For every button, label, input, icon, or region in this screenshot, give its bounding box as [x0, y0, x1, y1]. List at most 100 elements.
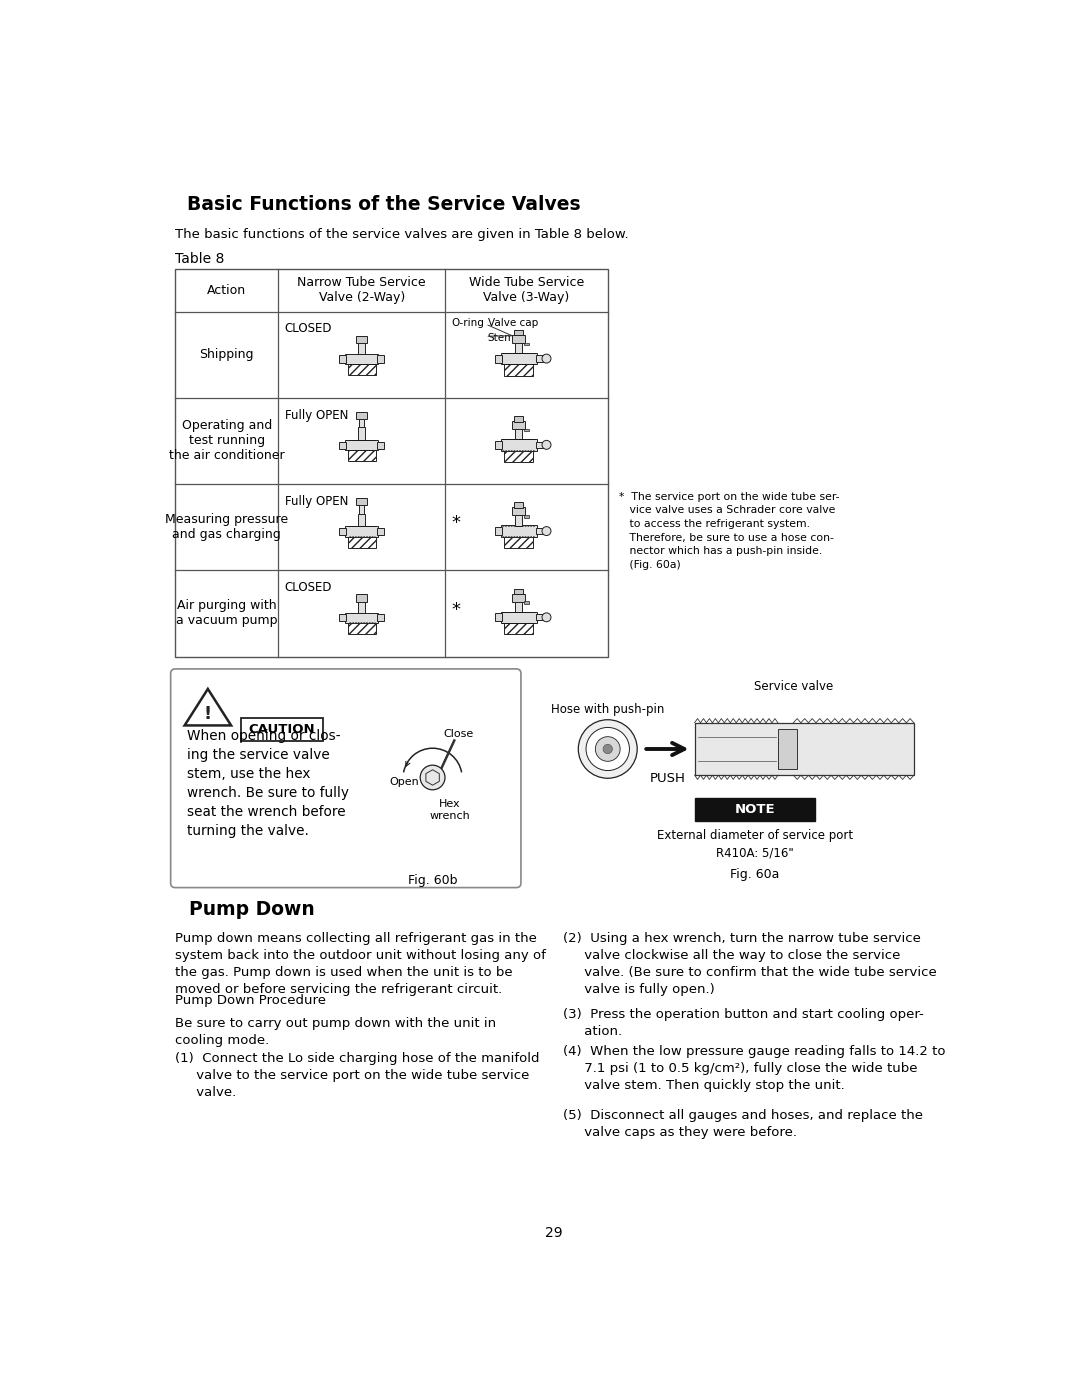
Bar	[501, 525, 537, 536]
Text: Pump Down: Pump Down	[189, 900, 315, 919]
Circle shape	[420, 766, 445, 789]
Bar	[339, 528, 346, 535]
Bar	[359, 427, 365, 440]
Bar	[339, 441, 346, 448]
Bar	[515, 342, 523, 353]
FancyBboxPatch shape	[694, 798, 814, 821]
Text: NOTE: NOTE	[734, 803, 775, 816]
Bar	[504, 623, 534, 634]
Bar	[512, 507, 525, 515]
Bar	[356, 497, 367, 506]
Bar	[514, 588, 523, 594]
Text: Basic Functions of the Service Valves: Basic Functions of the Service Valves	[187, 194, 581, 214]
Bar	[504, 450, 534, 462]
Text: Operating and
test running
the air conditioner: Operating and test running the air condi…	[170, 419, 285, 462]
Text: Be sure to carry out pump down with the unit in
cooling mode.: Be sure to carry out pump down with the …	[175, 1017, 497, 1046]
Bar	[504, 536, 534, 548]
Bar	[501, 439, 537, 451]
Bar	[345, 527, 378, 536]
Circle shape	[542, 613, 551, 622]
Text: Hose with push-pin: Hose with push-pin	[551, 703, 664, 715]
Circle shape	[542, 440, 551, 450]
Bar	[512, 594, 525, 602]
Bar	[356, 412, 367, 419]
Text: Action: Action	[207, 284, 246, 298]
Text: CLOSED: CLOSED	[284, 581, 332, 594]
Bar	[378, 355, 384, 363]
Text: Valve cap: Valve cap	[488, 317, 538, 328]
Bar	[525, 515, 529, 518]
Text: (1)  Connect the Lo side charging hose of the manifold
     valve to the service: (1) Connect the Lo side charging hose of…	[175, 1052, 540, 1099]
Bar	[345, 353, 378, 365]
Bar	[348, 450, 376, 461]
Bar	[536, 615, 544, 620]
Text: (5)  Disconnect all gauges and hoses, and replace the
     valve caps as they we: (5) Disconnect all gauges and hoses, and…	[563, 1109, 922, 1140]
Text: Fig. 60b: Fig. 60b	[408, 873, 457, 887]
Bar	[359, 418, 364, 427]
Text: Wide Tube Service
Valve (3-Way): Wide Tube Service Valve (3-Way)	[469, 277, 584, 305]
Text: Air purging with
a vacuum pump: Air purging with a vacuum pump	[176, 599, 278, 627]
Bar	[359, 514, 365, 527]
Text: Open: Open	[389, 777, 419, 787]
Text: O-ring: O-ring	[451, 317, 484, 328]
Text: Fully OPEN: Fully OPEN	[284, 409, 348, 422]
Bar	[496, 527, 501, 535]
Text: Hex
wrench: Hex wrench	[429, 799, 470, 820]
Bar	[496, 613, 501, 622]
Bar	[525, 429, 529, 432]
Bar	[356, 594, 367, 602]
Bar	[356, 335, 367, 342]
Text: Table 8: Table 8	[175, 253, 225, 267]
Text: *: *	[451, 514, 460, 532]
Text: CLOSED: CLOSED	[284, 323, 332, 335]
Text: Pump down means collecting all refrigerant gas in the
system back into the outdo: Pump down means collecting all refrigera…	[175, 932, 546, 996]
Bar	[536, 441, 544, 448]
Bar	[496, 441, 501, 448]
Bar	[339, 615, 346, 622]
Bar	[175, 270, 608, 657]
Bar	[515, 514, 523, 525]
Text: 29: 29	[544, 1227, 563, 1241]
Text: (3)  Press the operation button and start cooling oper-
     ation.: (3) Press the operation button and start…	[563, 1007, 923, 1038]
Bar	[512, 420, 525, 429]
Text: Close: Close	[444, 729, 474, 739]
Bar	[515, 427, 523, 440]
Bar	[525, 601, 529, 604]
Bar	[501, 612, 537, 623]
Text: !: !	[204, 705, 212, 724]
Bar	[512, 335, 525, 344]
Text: Narrow Tube Service
Valve (2-Way): Narrow Tube Service Valve (2-Way)	[297, 277, 426, 305]
Bar	[378, 615, 384, 622]
Text: The basic functions of the service valves are given in Table 8 below.: The basic functions of the service valve…	[175, 228, 629, 240]
Bar	[514, 330, 523, 335]
Bar	[514, 416, 523, 422]
Text: *  The service port on the wide tube ser-
   vice valve uses a Schrader core val: * The service port on the wide tube ser-…	[619, 492, 840, 570]
Text: Fully OPEN: Fully OPEN	[284, 495, 348, 509]
Bar	[525, 342, 529, 345]
Bar	[501, 353, 537, 365]
Text: Stem: Stem	[488, 334, 515, 344]
Bar	[359, 503, 364, 514]
Text: External diameter of service port
R410A: 5/16": External diameter of service port R410A:…	[657, 828, 853, 859]
Bar	[694, 722, 914, 775]
Bar	[359, 599, 365, 613]
Bar	[515, 601, 523, 612]
Text: (4)  When the low pressure gauge reading falls to 14.2 to
     7.1 psi (1 to 0.5: (4) When the low pressure gauge reading …	[563, 1045, 945, 1091]
Text: When opening or clos-
ing the service valve
stem, use the hex
wrench. Be sure to: When opening or clos- ing the service va…	[187, 729, 349, 838]
Text: CAUTION: CAUTION	[248, 724, 315, 736]
Text: Service valve: Service valve	[754, 680, 834, 693]
Text: Pump Down Procedure: Pump Down Procedure	[175, 993, 326, 1007]
Text: *: *	[451, 601, 460, 619]
Bar	[348, 623, 376, 634]
Circle shape	[586, 728, 630, 771]
Circle shape	[578, 719, 637, 778]
Circle shape	[595, 736, 620, 761]
Bar	[339, 355, 346, 363]
Bar	[241, 718, 323, 742]
Bar	[536, 355, 544, 362]
Bar	[345, 613, 378, 623]
Bar	[345, 440, 378, 450]
Bar	[348, 536, 376, 548]
Text: Measuring pressure
and gas charging: Measuring pressure and gas charging	[165, 513, 288, 541]
Circle shape	[603, 745, 612, 753]
